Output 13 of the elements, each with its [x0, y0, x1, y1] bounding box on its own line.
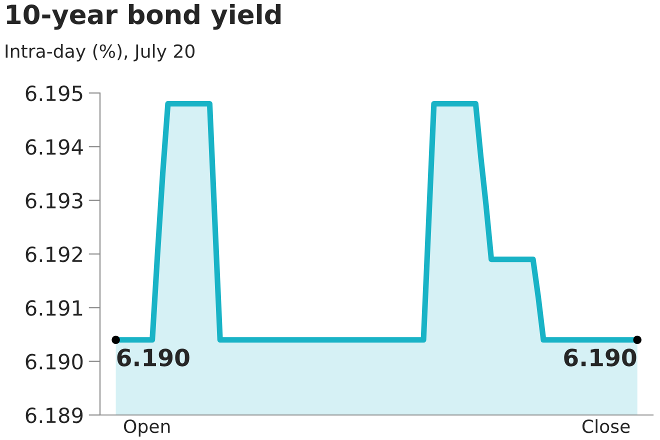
y-tick-label: 6.192 — [26, 246, 82, 262]
y-tick-label: 6.195 — [26, 85, 82, 102]
data-label: 6.190 — [564, 348, 636, 366]
y-tick-label: 6.193 — [26, 192, 82, 209]
x-tick-label: Close — [582, 419, 630, 434]
data-label: 6.190 — [117, 348, 190, 366]
y-tick-label: 6.191 — [26, 300, 82, 316]
x-tick-label: Open — [124, 419, 170, 437]
y-tick-label: 6.190 — [26, 354, 83, 370]
chart-title: 10-year bond yield — [6, 4, 281, 30]
y-tick-label: 6.189 — [26, 407, 83, 424]
y-tick-label: 6.194 — [26, 139, 83, 155]
chart-subtitle: Intra-day (%), July 20 — [6, 44, 195, 62]
